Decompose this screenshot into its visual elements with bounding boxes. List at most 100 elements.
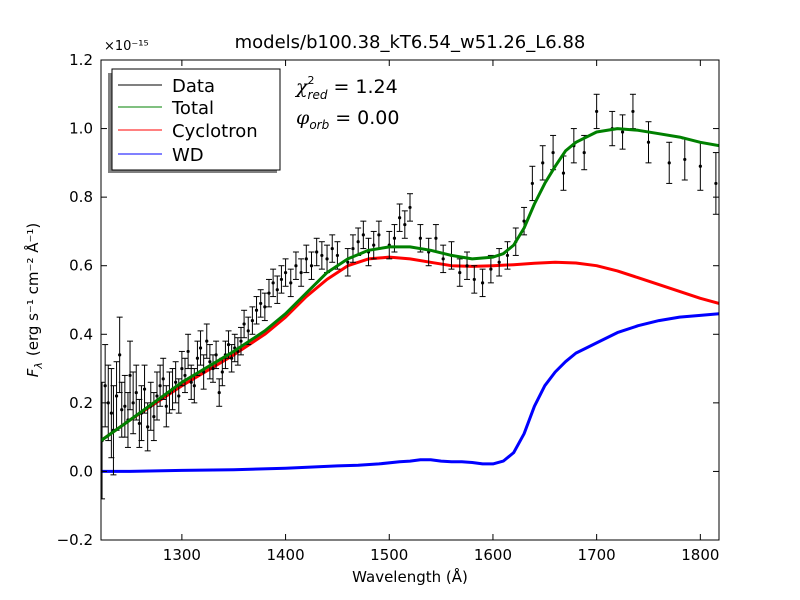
data-point-46 xyxy=(239,339,243,343)
data-point-25 xyxy=(174,380,178,384)
data-point-89 xyxy=(489,267,493,271)
y-tick-label-3: 0.4 xyxy=(69,325,93,343)
data-point-1 xyxy=(103,384,107,388)
data-point-74 xyxy=(377,233,381,237)
legend-box xyxy=(111,68,281,171)
data-point-103 xyxy=(631,109,635,114)
y-tick-label-4: 0.6 xyxy=(69,257,93,275)
data-point-26 xyxy=(177,394,181,398)
x-tick-label-0: 1300 xyxy=(163,546,201,564)
data-point-28 xyxy=(183,373,187,378)
data-point-29 xyxy=(186,349,190,354)
data-point-43 xyxy=(230,356,234,360)
annotation-chi2-symbol: χ xyxy=(294,76,309,98)
data-point-16 xyxy=(146,425,150,429)
annotation-phase-sub: orb xyxy=(309,118,329,132)
y-axis-label: Fλ (erg s⁻¹ cm⁻² Å⁻¹) xyxy=(23,223,45,378)
y-axis-label-symbol: F xyxy=(24,368,42,377)
data-point-95 xyxy=(541,161,545,165)
data-point-21 xyxy=(161,377,165,381)
data-point-47 xyxy=(242,322,246,326)
data-point-79 xyxy=(408,205,412,210)
data-point-83 xyxy=(441,257,445,261)
data-point-80 xyxy=(418,236,422,240)
data-point-13 xyxy=(137,421,141,426)
data-point-27 xyxy=(180,366,184,371)
data-point-33 xyxy=(198,346,203,350)
data-point-51 xyxy=(259,301,263,306)
annotation-chi2: χ2 red = 1.24 xyxy=(294,74,398,102)
data-point-2 xyxy=(106,401,110,405)
data-point-30 xyxy=(189,380,193,384)
data-point-70 xyxy=(356,240,360,244)
data-point-10 xyxy=(128,373,132,378)
y-axis-label-units: (erg s⁻¹ cm⁻² Å⁻¹) xyxy=(23,223,42,356)
data-point-58 xyxy=(289,281,293,285)
data-point-87 xyxy=(472,277,476,282)
data-point-5 xyxy=(114,394,119,398)
x-axis-label-text: Wavelength ( xyxy=(352,568,452,586)
y-offset-label: ×10⁻¹⁵ xyxy=(104,39,149,54)
x-tick-label-4: 1700 xyxy=(578,546,616,564)
plot-frame xyxy=(100,59,720,541)
data-point-94 xyxy=(530,181,534,186)
data-point-3 xyxy=(109,411,113,415)
data-point-99 xyxy=(582,150,586,155)
data-point-88 xyxy=(480,281,485,285)
chart-title: models/b100.38_kT6.54_w51.26_L6.88 xyxy=(235,32,586,53)
x-tick-label-1: 1400 xyxy=(266,546,304,564)
data-point-85 xyxy=(458,270,462,275)
data-point-59 xyxy=(294,264,298,268)
data-point-19 xyxy=(155,394,159,398)
y-tick-label-5: 0.8 xyxy=(69,188,93,206)
annotation-phase-value: = 0.00 xyxy=(335,107,399,129)
data-point-69 xyxy=(351,246,355,251)
data-point-90 xyxy=(497,260,501,264)
x-tick-label-5: 1800 xyxy=(681,546,719,564)
y-tick-label-1: 0.0 xyxy=(69,462,93,480)
legend-label-data: Data xyxy=(172,76,215,97)
data-point-35 xyxy=(205,339,209,343)
x-axis-label: Wavelength (Å) xyxy=(352,567,468,586)
data-point-63 xyxy=(315,250,319,254)
data-point-104 xyxy=(646,140,651,144)
x-tick-label-3: 1600 xyxy=(474,546,512,564)
data-point-31 xyxy=(192,384,196,388)
data-point-53 xyxy=(267,291,271,295)
data-point-86 xyxy=(465,264,469,268)
data-point-71 xyxy=(361,233,365,237)
y-axis-label-sub: λ xyxy=(32,362,45,370)
x-axis-label-close: ) xyxy=(462,568,468,586)
data-point-91 xyxy=(505,253,510,258)
data-point-82 xyxy=(434,236,438,240)
data-point-76 xyxy=(392,236,397,240)
legend-label-wd: WD xyxy=(172,145,204,166)
y-tick-label-7: 1.2 xyxy=(69,51,93,69)
annotation-chi2-sub: red xyxy=(308,88,328,102)
data-point-65 xyxy=(325,257,329,261)
y-tick-label-2: 0.2 xyxy=(69,394,93,412)
data-point-32 xyxy=(195,356,200,360)
data-point-18 xyxy=(152,414,156,419)
data-point-105 xyxy=(667,161,671,165)
data-point-61 xyxy=(304,257,308,261)
legend-label-total: Total xyxy=(171,98,214,119)
data-point-11 xyxy=(131,401,135,405)
data-point-8 xyxy=(123,404,127,408)
data-point-107 xyxy=(698,164,702,168)
data-point-50 xyxy=(254,308,259,312)
data-point-54 xyxy=(271,281,275,285)
data-point-56 xyxy=(279,277,284,282)
data-point-38 xyxy=(214,353,218,357)
data-point-108 xyxy=(714,181,718,186)
data-point-7 xyxy=(120,408,124,412)
data-point-6 xyxy=(118,353,122,357)
data-point-66 xyxy=(330,246,334,251)
legend-label-cyclotron: Cyclotron xyxy=(172,121,258,142)
series-line-total xyxy=(101,127,719,442)
data-point-60 xyxy=(299,270,303,275)
legend: Data Total Cyclotron WD xyxy=(108,68,281,173)
data-point-36 xyxy=(208,360,212,364)
data-point-12 xyxy=(134,390,138,395)
